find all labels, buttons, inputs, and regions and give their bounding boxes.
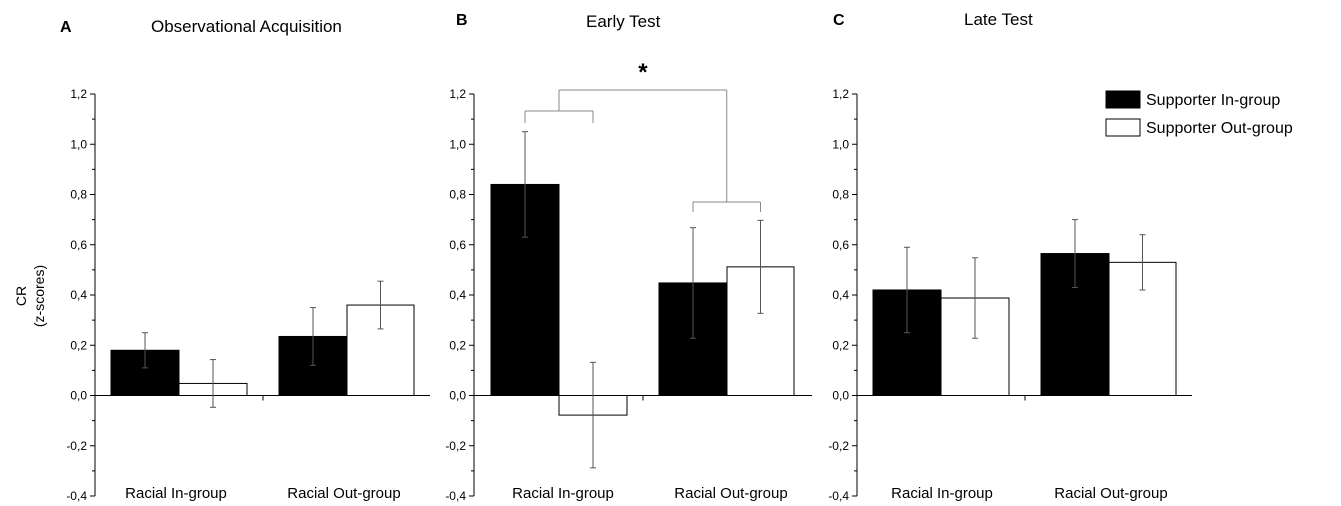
panel-b-y-tick-label: -0,2 [445, 439, 466, 453]
panel-a-y-tick-label: 0,0 [70, 389, 87, 403]
panel-a-y-tick-label: 0,6 [70, 238, 87, 252]
panel-b-y-tick-label: 0,8 [449, 188, 466, 202]
panel-b-y-tick-label: 1,2 [449, 87, 466, 101]
panel-a-y-tick-label: 1,2 [70, 87, 87, 101]
panel-a-y-tick-label: 1,0 [70, 137, 87, 151]
panel-a-y-tick-label: -0,4 [66, 489, 87, 503]
panel-c-category-label-racial-in-group: Racial In-group [891, 485, 993, 502]
panel-b-y-tick-label: 0,6 [449, 238, 466, 252]
panel-b-category-label-racial-out-group: Racial Out-group [674, 485, 787, 502]
significance-bracket: * [524, 59, 761, 212]
panel-c-category-label-racial-out-group: Racial Out-group [1054, 485, 1167, 502]
panel-a-y-tick-label: 0,2 [70, 338, 87, 352]
legend-swatch-in-group [1105, 90, 1141, 109]
panel-c-y-tick-label: 0,8 [832, 188, 849, 202]
panel-b-y-tick-label: 1,0 [449, 137, 466, 151]
y-axis-title: CR (z-scores) [13, 265, 47, 327]
panel-a-letter: A [60, 19, 72, 36]
panel-c-letter: C [833, 12, 845, 29]
panel-c-plot: -0,4 -0,2 0,0 0,2 0,4 0,6 0,8 1,0 1,2 Racial In-g… [828, 87, 1192, 503]
panel-a-plot: -0,4 -0,2 0,0 0,2 0,4 0,6 0,8 1,0 1,2 Racial In-g… [66, 87, 430, 503]
panel-c-y-tick-label: -0,2 [828, 439, 849, 453]
panel-c-y-tick-label: 0,0 [832, 389, 849, 403]
panel-a-y-tick-label: -0,2 [66, 439, 87, 453]
panel-c-y-tick-label: 0,4 [832, 288, 849, 302]
panel-a-title: Observational Acquisition [151, 17, 342, 36]
panel-a-y-tick-label: 0,8 [70, 188, 87, 202]
panel-b-y-tick-label: 0,0 [449, 389, 466, 403]
panel-b-y-tick-label: 0,4 [449, 288, 466, 302]
panel-a-y-tick-label: 0,4 [70, 288, 87, 302]
legend-label-in-group: Supporter In-group [1146, 92, 1280, 109]
panel-c-y-tick-label: 0,6 [832, 238, 849, 252]
panel-c-y-tick-label: 1,2 [832, 87, 849, 101]
panel-b-title: Early Test [586, 12, 661, 31]
panel-b-letter: B [456, 12, 468, 29]
panel-a-category-label-racial-in-group: Racial In-group [125, 485, 227, 502]
panel-b-category-label-racial-in-group: Racial In-group [512, 485, 614, 502]
panel-b-y-tick-label: 0,2 [449, 338, 466, 352]
panel-c-y-tick-label: 0,2 [832, 338, 849, 352]
y-axis-title-line1: CR [13, 286, 29, 306]
panel-a-category-label-racial-out-group: Racial Out-group [287, 485, 400, 502]
panel-b-plot: -0,4 -0,2 0,0 0,2 0,4 0,6 0,8 1,0 1,2 Racial In-g… [445, 87, 812, 503]
panel-c-title: Late Test [964, 10, 1033, 29]
panel-c-y-tick-label: 1,0 [832, 137, 849, 151]
y-axis-title-line2: (z-scores) [31, 265, 47, 327]
significance-star: * [638, 59, 648, 86]
panel-b-y-tick-label: -0,4 [445, 489, 466, 503]
panel-c-y-tick-label: -0,4 [828, 489, 849, 503]
legend: Supporter In-group Supporter Out-group [1105, 90, 1293, 137]
legend-label-out-group: Supporter Out-group [1146, 120, 1293, 137]
legend-swatch-out-group [1105, 118, 1141, 137]
